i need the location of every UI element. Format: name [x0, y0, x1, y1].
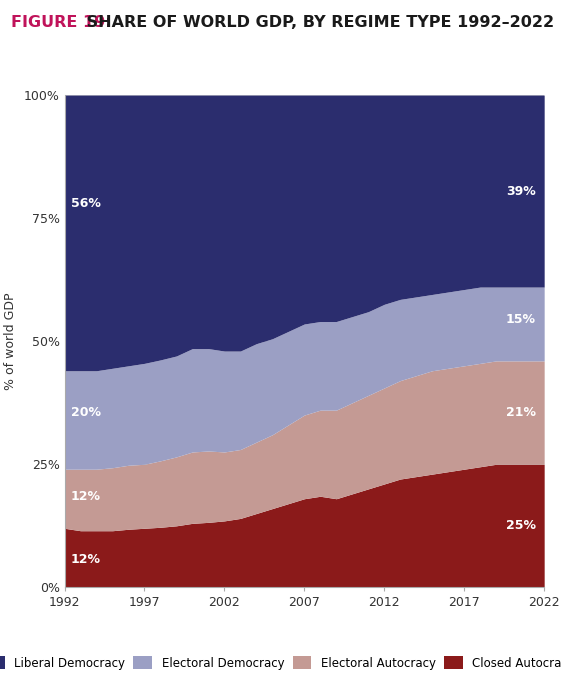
- Text: 25%: 25%: [506, 519, 536, 532]
- Text: 12%: 12%: [71, 490, 101, 502]
- Text: 39%: 39%: [506, 185, 536, 198]
- Text: FIGURE 19:: FIGURE 19:: [11, 15, 112, 30]
- Text: 12%: 12%: [71, 553, 101, 566]
- Text: 21%: 21%: [506, 406, 536, 419]
- Text: 20%: 20%: [71, 406, 101, 419]
- Text: SHARE OF WORLD GDP, BY REGIME TYPE 1992–2022: SHARE OF WORLD GDP, BY REGIME TYPE 1992–…: [81, 15, 554, 30]
- Legend: Liberal Democracy, Electoral Democracy, Electoral Autocracy, Closed Autocracy: Liberal Democracy, Electoral Democracy, …: [0, 657, 561, 669]
- Text: 15%: 15%: [506, 312, 536, 325]
- Y-axis label: % of world GDP: % of world GDP: [4, 293, 17, 390]
- Text: 56%: 56%: [71, 197, 101, 210]
